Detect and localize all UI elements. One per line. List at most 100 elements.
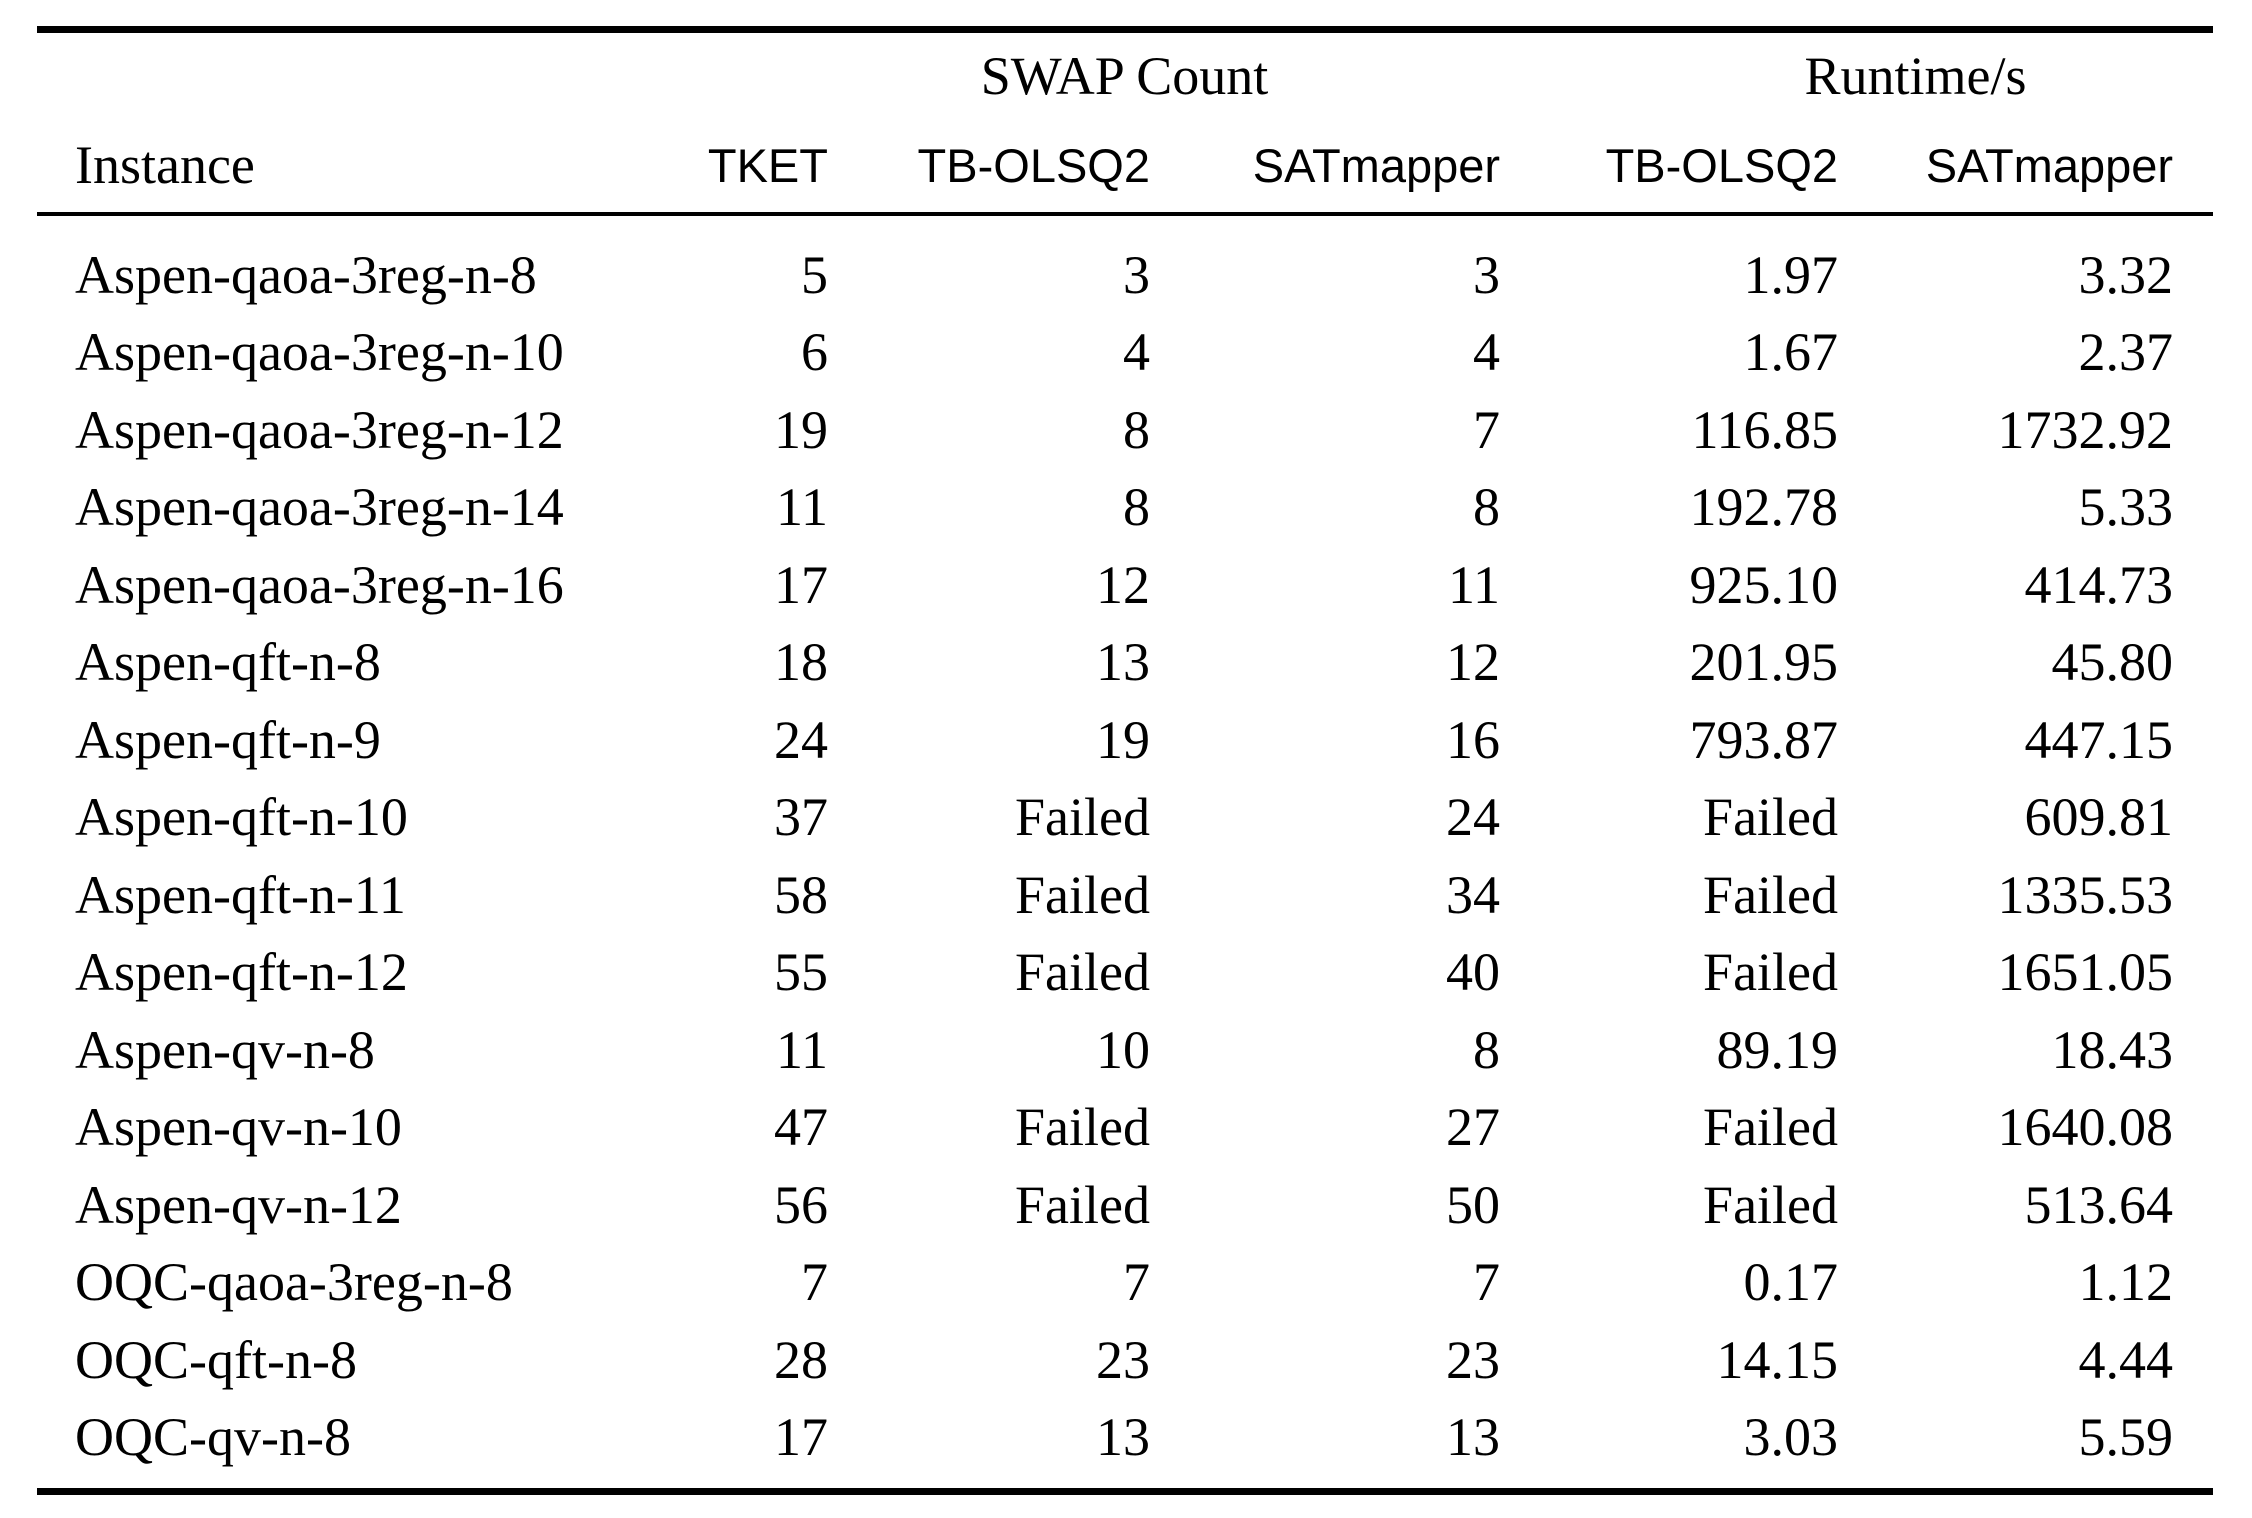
runtime-tbolsq2-cell: Failed — [1703, 864, 1839, 925]
swap-tbolsq2-cell: Failed — [1015, 942, 1150, 1003]
instance-cell: Aspen-qft-n-11 — [75, 864, 406, 925]
runtime-tbolsq2-cell: 0.17 — [1743, 1252, 1839, 1313]
group-header-row: SWAP Count Runtime/s — [37, 30, 2213, 119]
swap-tbolsq2-cell: 19 — [1096, 709, 1150, 770]
swap-satmapper-cell: 13 — [1446, 1407, 1501, 1468]
swap-tbolsq2-cell: Failed — [1015, 1174, 1150, 1235]
swap-satmapper-cell: 7 — [1473, 399, 1501, 460]
swap-tket-cell: 6 — [801, 322, 828, 383]
swap-satmapper-cell: 23 — [1446, 1329, 1501, 1390]
col-header-swap-tket: TKET — [637, 118, 868, 216]
instance-cell: Aspen-qaoa-3reg-n-16 — [75, 554, 564, 615]
col-header-swap-satmapper: SATmapper — [1190, 118, 1541, 216]
swap-tbolsq2-cell: Failed — [1015, 864, 1150, 925]
instance-cell: Aspen-qaoa-3reg-n-12 — [75, 399, 564, 460]
swap-tbolsq2-cell: 23 — [1096, 1329, 1150, 1390]
swap-tket-cell: 11 — [776, 1019, 828, 1080]
instance-cell: Aspen-qft-n-10 — [75, 787, 408, 848]
runtime-tbolsq2-cell: Failed — [1703, 942, 1839, 1003]
swap-satmapper-cell: 8 — [1473, 477, 1501, 538]
instance-cell: Aspen-qft-n-8 — [75, 632, 381, 693]
runtime-tbolsq2-cell: 3.03 — [1743, 1407, 1839, 1468]
table-row: Aspen-qaoa-3reg-n-8 5 3 3 1.97 3.32 — [37, 214, 2213, 314]
swap-tket-cell: 37 — [774, 787, 828, 848]
swap-tbolsq2-cell: 8 — [1123, 399, 1150, 460]
swap-tket-cell: 56 — [774, 1174, 828, 1235]
col-header-instance: Instance — [37, 118, 637, 216]
table-row: OQC-qft-n-8 28 23 23 14.15 4.44 — [37, 1321, 2213, 1399]
runtime-satmapper-cell: 609.81 — [2024, 787, 2174, 848]
swap-tbolsq2-cell: 12 — [1096, 554, 1150, 615]
group-header-swap-count: SWAP Count — [980, 45, 1269, 106]
runtime-tbolsq2-cell: 89.19 — [1716, 1019, 1839, 1080]
swap-tket-cell: 58 — [774, 864, 828, 925]
runtime-tbolsq2-cell: 1.67 — [1743, 322, 1839, 383]
runtime-satmapper-cell: 1335.53 — [1997, 864, 2174, 925]
table-row: Aspen-qft-n-10 37 Failed 24 Failed 609.8… — [37, 779, 2213, 857]
table-row: Aspen-qaoa-3reg-n-16 17 12 11 925.10 414… — [37, 546, 2213, 624]
table-row: Aspen-qv-n-8 11 10 8 89.19 18.43 — [37, 1011, 2213, 1089]
runtime-tbolsq2-cell: 116.85 — [1691, 399, 1839, 460]
runtime-satmapper-cell: 414.73 — [2024, 554, 2174, 615]
instance-cell: Aspen-qv-n-8 — [75, 1019, 375, 1080]
swap-satmapper-cell: 27 — [1446, 1097, 1501, 1158]
table-row: Aspen-qaoa-3reg-n-14 11 8 8 192.78 5.33 — [37, 469, 2213, 547]
swap-tket-cell: 17 — [774, 554, 828, 615]
instance-cell: Aspen-qv-n-12 — [75, 1174, 402, 1235]
runtime-satmapper-cell: 447.15 — [2024, 709, 2174, 770]
instance-cell: Aspen-qv-n-10 — [75, 1097, 402, 1158]
instance-cell: Aspen-qaoa-3reg-n-8 — [75, 244, 537, 305]
swap-tket-cell: 55 — [774, 942, 828, 1003]
runtime-satmapper-cell: 2.37 — [2078, 322, 2174, 383]
col-header-runtime-tbolsq2: TB-OLSQ2 — [1540, 118, 1879, 216]
instance-cell: OQC-qv-n-8 — [75, 1407, 351, 1468]
instance-cell: Aspen-qaoa-3reg-n-10 — [75, 322, 564, 383]
table-row: OQC-qaoa-3reg-n-8 7 7 7 0.17 1.12 — [37, 1244, 2213, 1322]
swap-tbolsq2-cell: 7 — [1123, 1252, 1150, 1313]
runtime-tbolsq2-cell: 793.87 — [1689, 709, 1839, 770]
swap-tket-cell: 11 — [776, 477, 828, 538]
runtime-tbolsq2-cell: Failed — [1703, 1174, 1839, 1235]
swap-tbolsq2-cell: 4 — [1123, 322, 1150, 383]
swap-tbolsq2-cell: 10 — [1096, 1019, 1150, 1080]
runtime-satmapper-cell: 1640.08 — [1997, 1097, 2174, 1158]
table-row: OQC-qv-n-8 17 13 13 3.03 5.59 — [37, 1399, 2213, 1492]
instance-cell: Aspen-qft-n-9 — [75, 709, 381, 770]
swap-tket-cell: 18 — [774, 632, 828, 693]
swap-satmapper-cell: 34 — [1446, 864, 1501, 925]
table-row: Aspen-qv-n-12 56 Failed 50 Failed 513.64 — [37, 1166, 2213, 1244]
table-header: SWAP Count Runtime/s Instance TKET TB-OL… — [37, 30, 2214, 216]
instance-cell: Aspen-qft-n-12 — [75, 942, 408, 1003]
swap-satmapper-cell: 40 — [1446, 942, 1501, 1003]
table-body: Aspen-qaoa-3reg-n-8 5 3 3 1.97 3.32 Aspe… — [37, 214, 2213, 1492]
runtime-satmapper-cell: 1651.05 — [1997, 942, 2174, 1003]
swap-satmapper-cell: 4 — [1473, 322, 1501, 383]
swap-satmapper-cell: 8 — [1473, 1019, 1501, 1080]
runtime-satmapper-cell: 45.80 — [2051, 632, 2174, 693]
swap-tket-cell: 5 — [801, 244, 828, 305]
table-row: Aspen-qft-n-11 58 Failed 34 Failed 1335.… — [37, 856, 2213, 934]
table-row: Aspen-qaoa-3reg-n-10 6 4 4 1.67 2.37 — [37, 314, 2213, 392]
instance-cell: OQC-qft-n-8 — [75, 1329, 357, 1390]
col-header-runtime-satmapper: SATmapper — [1878, 118, 2214, 216]
runtime-satmapper-cell: 3.32 — [2078, 244, 2174, 305]
instance-cell: Aspen-qaoa-3reg-n-14 — [75, 477, 564, 538]
swap-satmapper-cell: 16 — [1446, 709, 1501, 770]
runtime-satmapper-cell: 1732.92 — [1997, 399, 2174, 460]
swap-tbolsq2-cell: 3 — [1123, 244, 1150, 305]
swap-satmapper-cell: 12 — [1446, 632, 1501, 693]
runtime-tbolsq2-cell: 201.95 — [1689, 632, 1839, 693]
table-row: Aspen-qft-n-12 55 Failed 40 Failed 1651.… — [37, 934, 2213, 1012]
instance-cell: OQC-qaoa-3reg-n-8 — [75, 1252, 513, 1313]
col-header-swap-tbolsq2: TB-OLSQ2 — [868, 118, 1190, 216]
runtime-satmapper-cell: 1.12 — [2078, 1252, 2174, 1313]
group-header-runtime: Runtime/s — [1804, 45, 2027, 106]
runtime-tbolsq2-cell: 925.10 — [1689, 554, 1839, 615]
table-row: Aspen-qft-n-8 18 13 12 201.95 45.80 — [37, 624, 2213, 702]
benchmark-results-table: SWAP Count Runtime/s Instance TKET TB-OL… — [37, 26, 2214, 1495]
swap-satmapper-cell: 11 — [1448, 554, 1501, 615]
swap-satmapper-cell: 24 — [1446, 787, 1501, 848]
table-row: Aspen-qv-n-10 47 Failed 27 Failed 1640.0… — [37, 1089, 2213, 1167]
runtime-tbolsq2-cell: 192.78 — [1689, 477, 1839, 538]
runtime-satmapper-cell: 5.59 — [2078, 1407, 2174, 1468]
